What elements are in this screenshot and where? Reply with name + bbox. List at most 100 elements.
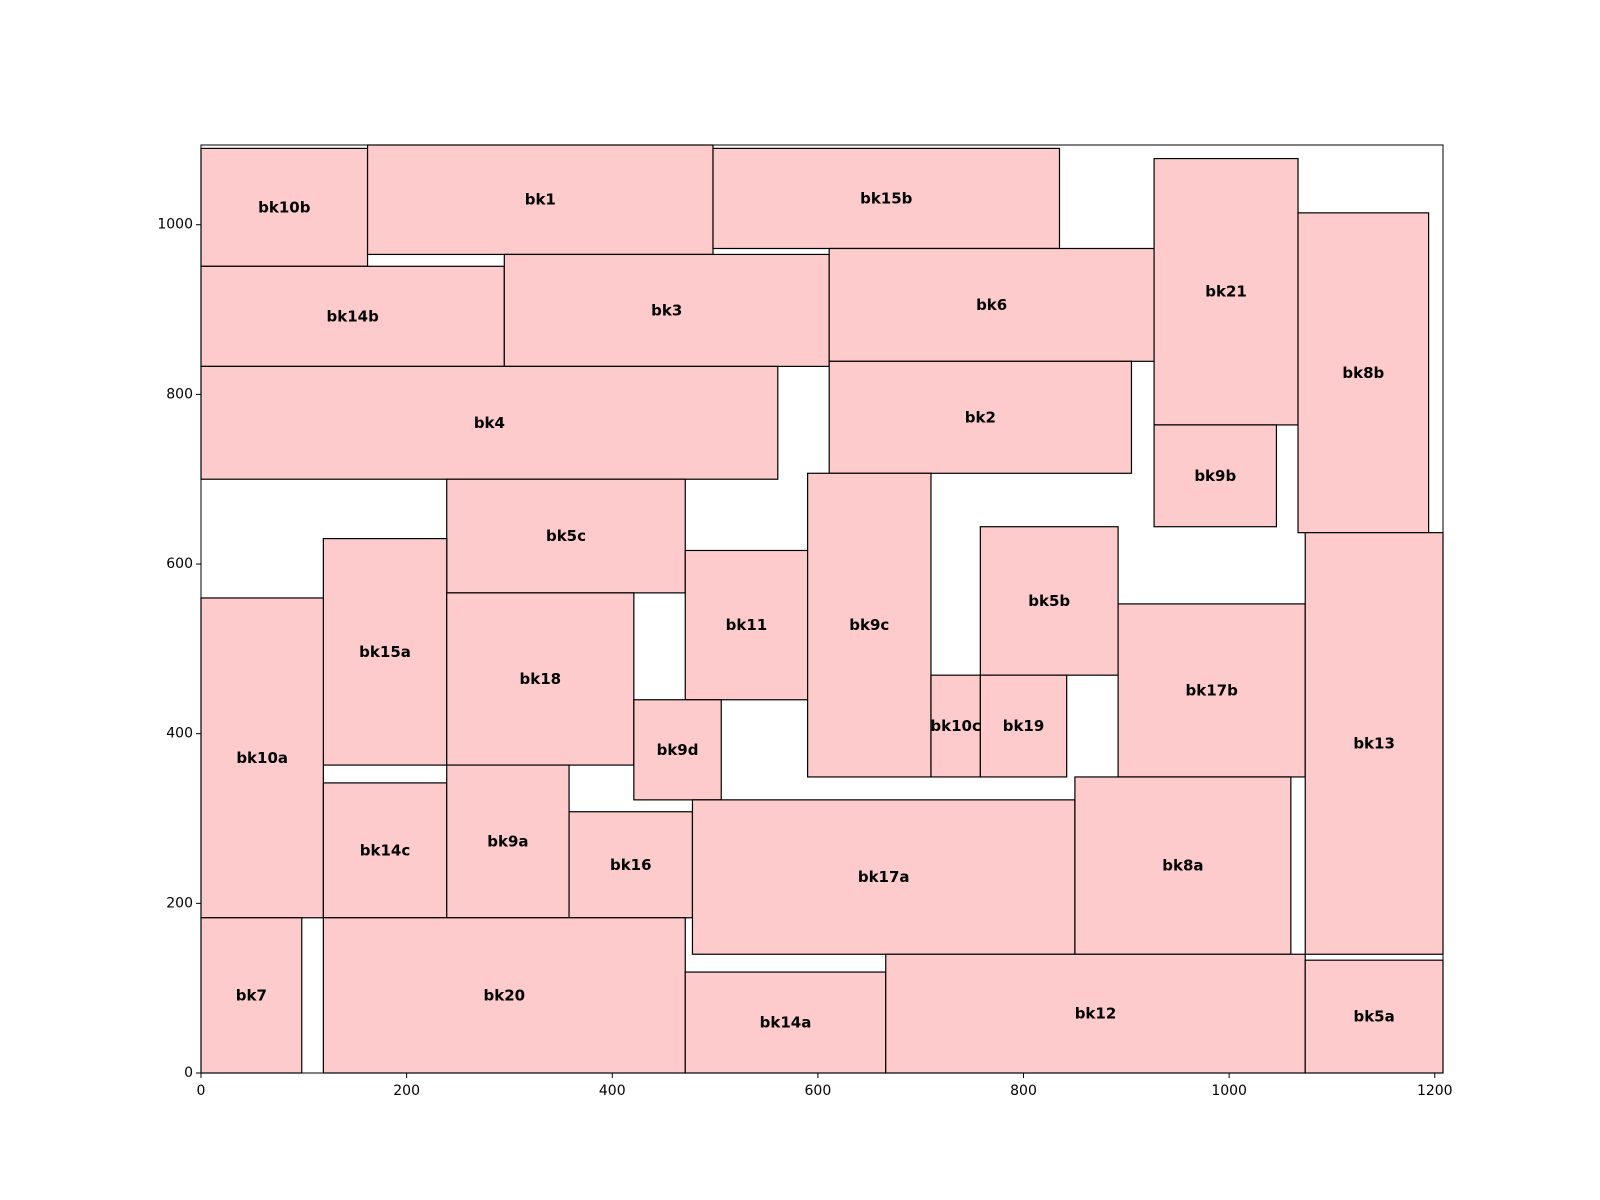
- block-bk1: bk1: [366, 144, 714, 256]
- block-bk5c: bk5c: [446, 478, 686, 594]
- block-rect-bk6: [828, 247, 1155, 362]
- block-bk11: bk11: [684, 549, 809, 701]
- block-rect-bk14b: [200, 265, 505, 367]
- block-label-bk14b: bk14b: [326, 307, 379, 325]
- block-bk17a: bk17a: [691, 799, 1076, 955]
- block-rect-bk13: [1304, 532, 1444, 955]
- block-label-bk10b: bk10b: [258, 198, 311, 216]
- block-rect-bk10a: [200, 597, 324, 919]
- x-tick-label: 0: [197, 1083, 206, 1099]
- block-rect-bk11: [684, 549, 809, 701]
- block-rect-bk7: [200, 917, 303, 1074]
- block-rect-bk5c: [446, 478, 686, 594]
- block-rect-bk15b: [712, 147, 1061, 250]
- block-bk13: bk13: [1304, 532, 1444, 955]
- block-rect-bk10c: [930, 674, 981, 778]
- axes-frame: [200, 144, 1444, 1074]
- block-bk3: bk3: [503, 253, 830, 367]
- block-rect-bk2: [828, 360, 1133, 474]
- block-rect-bk9b: [1153, 424, 1278, 528]
- block-label-bk20: bk20: [484, 986, 526, 1004]
- block-label-bk6: bk6: [976, 296, 1007, 314]
- block-bk9c: bk9c: [807, 472, 932, 778]
- block-label-bk17a: bk17a: [858, 868, 910, 886]
- block-rect-bk8b: [1297, 212, 1430, 534]
- block-bk16: bk16: [568, 811, 694, 919]
- block-label-bk15a: bk15a: [359, 643, 411, 661]
- block-label-bk14a: bk14a: [760, 1014, 812, 1032]
- block-rect-bk5b: [979, 526, 1119, 676]
- block-rect-bk21: [1153, 157, 1299, 426]
- block-bk10a: bk10a: [200, 597, 324, 919]
- block-bk15a: bk15a: [322, 537, 448, 766]
- block-label-bk5c: bk5c: [546, 527, 586, 545]
- block-label-bk4: bk4: [474, 414, 505, 432]
- block-rect-bk1: [366, 144, 714, 256]
- blocks-layer: bk10b bk1 bk15b bk14b bk3 bk6 bk21 bk8b bk4 bk2 bk…: [200, 144, 1444, 1074]
- block-bk10c: bk10c: [930, 674, 981, 778]
- y-tick-label: 0: [184, 1065, 193, 1081]
- block-rect-bk14a: [684, 971, 887, 1074]
- block-bk4: bk4: [200, 365, 779, 480]
- y-tick-label: 400: [166, 726, 193, 742]
- block-rect-bk9d: [633, 699, 722, 801]
- block-label-bk17b: bk17b: [1186, 681, 1239, 699]
- block-bk20: bk20: [322, 917, 686, 1074]
- block-label-bk7: bk7: [236, 986, 267, 1004]
- block-label-bk14c: bk14c: [360, 841, 410, 859]
- block-label-bk11: bk11: [726, 616, 768, 634]
- x-tick-label: 1000: [1211, 1083, 1247, 1099]
- block-rect-bk17b: [1117, 603, 1306, 778]
- block-label-bk5b: bk5b: [1028, 592, 1070, 610]
- block-bk5a: bk5a: [1304, 959, 1444, 1074]
- block-label-bk13: bk13: [1353, 734, 1395, 752]
- y-tick-label: 600: [166, 556, 193, 572]
- block-rect-bk15a: [322, 537, 448, 766]
- block-label-bk10a: bk10a: [236, 749, 288, 767]
- block-bk19: bk19: [979, 674, 1068, 778]
- block-bk18: bk18: [446, 592, 635, 766]
- block-bk14a: bk14a: [684, 971, 887, 1074]
- block-label-bk8b: bk8b: [1342, 364, 1384, 382]
- block-label-bk3: bk3: [651, 301, 682, 319]
- block-bk14b: bk14b: [200, 265, 505, 367]
- block-label-bk10c: bk10c: [930, 717, 980, 735]
- block-rect-bk10b: [200, 147, 369, 267]
- block-bk10b: bk10b: [200, 147, 369, 267]
- block-label-bk18: bk18: [519, 670, 561, 688]
- x-tick-label: 800: [1010, 1083, 1037, 1099]
- block-label-bk16: bk16: [610, 856, 652, 874]
- block-bk2: bk2: [828, 360, 1133, 474]
- block-label-bk8a: bk8a: [1162, 857, 1203, 875]
- block-rect-bk9a: [446, 764, 570, 919]
- block-label-bk2: bk2: [965, 408, 996, 426]
- block-label-bk9d: bk9d: [657, 741, 699, 759]
- block-bk15b: bk15b: [712, 147, 1061, 250]
- block-bk9d: bk9d: [633, 699, 722, 801]
- block-rect-bk19: [979, 674, 1068, 778]
- block-label-bk1: bk1: [525, 191, 556, 209]
- ticks-layer: 0 200 400 600 800 1000 1200 0 200 400 600 800 1000: [157, 217, 1452, 1099]
- y-tick-label: 800: [166, 386, 193, 402]
- block-label-bk9c: bk9c: [849, 616, 889, 634]
- block-bk14c: bk14c: [322, 782, 448, 919]
- block-bk17b: bk17b: [1117, 603, 1306, 778]
- block-rect-bk9c: [807, 472, 932, 778]
- y-tick-label: 200: [166, 895, 193, 911]
- block-bk6: bk6: [828, 247, 1155, 362]
- block-label-bk5a: bk5a: [1353, 1008, 1394, 1026]
- block-label-bk15b: bk15b: [860, 189, 913, 207]
- x-tick-label: 400: [599, 1083, 626, 1099]
- block-rect-bk8a: [1074, 776, 1292, 955]
- block-bk7: bk7: [200, 917, 303, 1074]
- block-label-bk21: bk21: [1205, 283, 1247, 301]
- block-bk9b: bk9b: [1153, 424, 1278, 528]
- y-tick-label: 1000: [157, 217, 193, 233]
- block-bk12: bk12: [885, 953, 1306, 1074]
- block-bk9a: bk9a: [446, 764, 570, 919]
- block-bk8a: bk8a: [1074, 776, 1292, 955]
- block-label-bk12: bk12: [1075, 1005, 1117, 1023]
- x-tick-label: 1200: [1417, 1083, 1453, 1099]
- block-label-bk9a: bk9a: [487, 832, 528, 850]
